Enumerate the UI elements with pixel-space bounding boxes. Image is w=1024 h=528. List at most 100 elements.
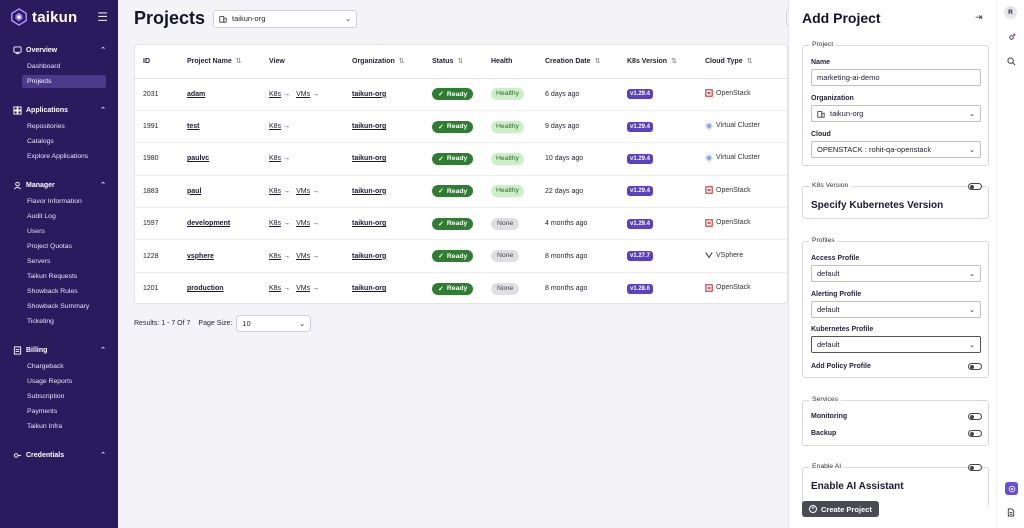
sidebar-item-ticketing[interactable]: Ticketing [27, 318, 54, 325]
view-link-k8s[interactable]: K8s [269, 285, 282, 293]
sort-icon[interactable]: ⇅ [671, 58, 677, 66]
sort-icon[interactable]: ⇅ [235, 58, 242, 66]
sidebar-item-servers[interactable]: Servers [27, 258, 51, 265]
cell-creation-date: 4 months ago [537, 207, 619, 241]
view-link-vms[interactable]: VMs [296, 90, 311, 98]
sidebar-item-taikun-infra[interactable]: Taikun Infra [27, 423, 63, 430]
project-name-link[interactable]: paul [187, 187, 202, 195]
column-header[interactable]: Cloud Type ⇅ [697, 45, 787, 79]
project-name-link[interactable]: vsphere [187, 252, 214, 260]
view-link-k8s[interactable]: K8s [269, 155, 282, 163]
sidebar-item-usage-reports[interactable]: Usage Reports [27, 378, 73, 385]
project-name-link[interactable]: production [187, 285, 224, 293]
alerting-profile-select[interactable]: default ⌄ [811, 301, 981, 318]
organization-link[interactable]: taikun-org [352, 285, 387, 293]
help-icon[interactable] [1005, 482, 1018, 495]
organization-select[interactable]: taikun-org ⌄ [811, 105, 981, 122]
table-row[interactable]: 1980 paulvc K8s → taikun-org ✓ Ready Healthy 10 … [135, 142, 787, 176]
organization-link[interactable]: taikun-org [352, 123, 387, 131]
project-name-link[interactable]: development [187, 220, 231, 228]
column-header-label: ID [143, 57, 150, 65]
sidebar-item-showback-summary[interactable]: Showback Summary [27, 303, 90, 310]
column-header[interactable]: Organization ⇅ [344, 45, 424, 79]
sidebar-item-showback-rules[interactable]: Showback Rules [27, 288, 78, 295]
sidebar-item-chargeback[interactable]: Chargeback [27, 363, 64, 370]
view-link-vms[interactable]: VMs [296, 187, 311, 195]
table-row[interactable]: 2031 adam K8s → VMs → taikun-org ✓ Ready Healthy 6… [135, 78, 787, 111]
arrow-right-icon: → [283, 220, 291, 228]
nav-group-header-applications[interactable]: Applications ⌃ [0, 102, 118, 118]
sidebar-item-dashboard[interactable]: Dashboard [27, 63, 61, 70]
document-icon[interactable] [1006, 507, 1016, 517]
column-header[interactable]: Status ⇅ [424, 45, 483, 79]
k8s-version-toggle[interactable] [968, 183, 982, 190]
sidebar-item-payments[interactable]: Payments [27, 408, 58, 415]
sidebar-item-audit-log[interactable]: Audit Log [27, 213, 56, 220]
sidebar-item-projects[interactable]: Projects [22, 75, 106, 88]
monitoring-toggle[interactable] [968, 413, 982, 420]
name-field[interactable]: marketing-ai-demo [811, 69, 981, 86]
table-row[interactable]: 1228 vsphere K8s → VMs → taikun-org ✓ Ready None 8… [135, 239, 787, 273]
table-row[interactable]: 1883 paul K8s → VMs → taikun-org ✓ Ready Healthy 2… [135, 175, 787, 209]
organization-link[interactable]: taikun-org [352, 155, 387, 163]
view-link-vms[interactable]: VMs [296, 220, 311, 228]
access-profile-select[interactable]: default ⌄ [811, 265, 981, 282]
nav-group-header-manager[interactable]: Manager ⌃ [0, 177, 118, 193]
avatar[interactable]: R [1004, 6, 1017, 19]
enable-ai-toggle[interactable] [968, 464, 982, 471]
organization-link[interactable]: taikun-org [352, 187, 387, 195]
settings-icon[interactable] [1006, 32, 1016, 42]
sidebar-item-explore-applications[interactable]: Explore Applications [27, 153, 89, 160]
view-link-k8s[interactable]: K8s [269, 123, 282, 131]
backup-toggle[interactable] [968, 430, 982, 437]
view-link-vms[interactable]: VMs [296, 252, 311, 260]
column-header[interactable]: Health [483, 45, 537, 79]
column-header[interactable]: Creation Date ⇅ [537, 45, 619, 79]
project-name-link[interactable]: paulvc [187, 155, 210, 163]
search-icon[interactable] [1006, 56, 1016, 66]
organization-link[interactable]: taikun-org [352, 252, 387, 260]
brand[interactable]: taikun ☰ [0, 0, 118, 34]
collapse-drawer-icon[interactable]: ⇥ [975, 12, 983, 22]
sidebar-item-subscription[interactable]: Subscription [27, 393, 65, 400]
sidebar-item-project-quotas[interactable]: Project Quotas [27, 243, 72, 250]
column-header[interactable]: View [261, 45, 344, 79]
sort-icon[interactable]: ⇅ [457, 58, 464, 66]
menu-toggle-icon[interactable]: ☰ [97, 10, 108, 24]
project-name-link[interactable]: adam [187, 90, 206, 98]
sort-icon[interactable]: ⇅ [398, 58, 405, 66]
add-policy-profile-toggle[interactable] [968, 363, 982, 370]
openstack-icon [705, 218, 713, 227]
nav-group-header-billing[interactable]: Billing ⌃ [0, 342, 118, 358]
cloud-type: VSphere [705, 251, 743, 259]
organization-link[interactable]: taikun-org [352, 90, 387, 98]
kubernetes-profile-select[interactable]: default ⌄ [811, 336, 981, 353]
sort-icon[interactable]: ⇅ [594, 58, 601, 66]
view-link-k8s[interactable]: K8s [269, 252, 282, 260]
view-link-vms[interactable]: VMs [296, 285, 311, 293]
sidebar-item-taikun-requests[interactable]: Taikun Requests [27, 273, 78, 280]
page-size-select[interactable]: 10 ⌄ [236, 315, 312, 332]
chevron-down-icon: ⌄ [969, 270, 975, 278]
column-header[interactable]: Project Name ⇅ [179, 45, 261, 79]
nav-group-header-overview[interactable]: Overview ⌃ [0, 42, 118, 58]
view-link-k8s[interactable]: K8s [269, 187, 282, 195]
project-name-link[interactable]: test [187, 123, 200, 131]
nav-group-header-credentials[interactable]: Credentials ⌃ [0, 447, 118, 463]
table-row[interactable]: 1991 test K8s → taikun-org ✓ Ready Healthy 9 day… [135, 110, 787, 144]
org-select[interactable]: taikun-org ⌄ [213, 9, 358, 28]
sidebar-item-catalogs[interactable]: Catalogs [27, 138, 54, 145]
sidebar-item-flavor-information[interactable]: Flavor Information [27, 198, 82, 205]
column-header[interactable]: K8s Version ⇅ [619, 45, 697, 79]
sidebar-item-repositories[interactable]: Repositories [27, 123, 65, 130]
cloud-select[interactable]: OPENSTACK : rohit-qa-openstack ⌄ [811, 141, 981, 158]
sidebar-item-users[interactable]: Users [27, 228, 45, 235]
organization-link[interactable]: taikun-org [352, 220, 387, 228]
view-link-k8s[interactable]: K8s [269, 90, 282, 98]
table-row[interactable]: 1201 production K8s → VMs → taikun-org ✓ Ready No… [135, 272, 787, 303]
create-project-button[interactable]: + Create Project [802, 501, 879, 517]
column-header[interactable]: ID [135, 45, 179, 79]
view-link-k8s[interactable]: K8s [269, 220, 282, 228]
table-row[interactable]: 1597 development K8s → VMs → taikun-org ✓ Ready N… [135, 207, 787, 241]
sort-icon[interactable]: ⇅ [746, 58, 753, 66]
